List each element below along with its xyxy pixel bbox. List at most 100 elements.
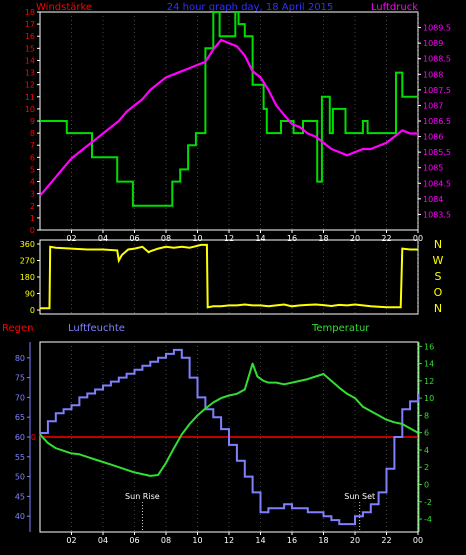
x-tick-label: 18 xyxy=(318,536,328,545)
x-tick-label: 00 xyxy=(413,536,423,545)
humidity-temperature-panel: 02 04 06 08 10 12 14 16 18 20 22 004045505560657075… xyxy=(15,342,434,545)
x-tick-label: 22 xyxy=(381,234,391,243)
y-right-tick-label: 1086.5 xyxy=(423,117,451,126)
pressure-axis-title: Luftdruck xyxy=(371,2,418,13)
x-tick-label: 06 xyxy=(129,234,139,243)
y-right-tick-label: 1084.5 xyxy=(423,179,451,188)
rain-axis-title: Regen xyxy=(2,323,34,334)
compass-label: S xyxy=(435,270,442,283)
x-tick-label: 02 xyxy=(66,234,76,243)
y-left-tick-label: 17 xyxy=(25,20,35,29)
temperature-tick-label: 8 xyxy=(424,411,429,420)
sun-marker-label: Sun Rise xyxy=(125,492,160,501)
temperature-tick-label: 14 xyxy=(424,360,434,369)
x-tick-label: 10 xyxy=(192,234,202,243)
temperature-line xyxy=(39,362,419,477)
x-tick-label: 20 xyxy=(350,536,360,545)
humidity-tick-label: 55 xyxy=(15,453,25,462)
x-tick-label: 20 xyxy=(350,234,360,243)
compass-label: W xyxy=(433,254,444,267)
y-tick-label: 180 xyxy=(20,273,35,282)
temperature-tick-label: 2 xyxy=(424,463,429,472)
compass-label: N xyxy=(434,302,442,315)
x-tick-label: 04 xyxy=(98,536,108,545)
y-right-tick-label: 1089 xyxy=(423,39,443,48)
x-tick-label: 14 xyxy=(255,234,265,243)
x-tick-label: 16 xyxy=(287,536,297,545)
y-right-tick-label: 1084 xyxy=(423,195,443,204)
temperature-tick-label: -2 xyxy=(424,498,432,507)
y-left-tick-label: 15 xyxy=(25,44,35,53)
y-tick-label: 270 xyxy=(20,257,35,266)
y-left-tick-label: 4 xyxy=(30,178,35,187)
y-left-tick-label: 14 xyxy=(25,56,35,65)
x-tick-label: 16 xyxy=(287,234,297,243)
x-tick-label: 06 xyxy=(129,536,139,545)
humidity-line xyxy=(40,348,419,526)
x-tick-label: 02 xyxy=(66,536,76,545)
wind-pressure-panel: 02 04 06 08 10 12 14 16 18 20 22 000123456789101112… xyxy=(25,8,451,243)
y-right-tick-label: 1088 xyxy=(423,70,443,79)
y-left-tick-label: 2 xyxy=(30,202,35,211)
y-tick-label: 360 xyxy=(20,240,35,249)
y-left-tick-label: 11 xyxy=(25,93,35,102)
y-left-tick-label: 16 xyxy=(25,32,35,41)
graph-title: 24 hour graph day, 18 April 2015 xyxy=(167,2,334,13)
y-left-tick-label: 8 xyxy=(30,129,35,138)
x-tick-label: 00 xyxy=(413,234,423,243)
temperature-tick-label: 4 xyxy=(424,446,429,455)
y-right-tick-label: 1088.5 xyxy=(423,55,451,64)
sun-marker-label: Sun Set xyxy=(344,492,375,501)
humidity-tick-label: 50 xyxy=(15,473,25,482)
temperature-tick-label: 12 xyxy=(424,377,434,386)
temperature-tick-label: 16 xyxy=(424,342,434,351)
temperature-axis-title: Temperatur xyxy=(311,323,370,334)
temperature-tick-label: 10 xyxy=(424,394,434,403)
y-left-tick-label: 1 xyxy=(30,214,35,223)
pressure-line xyxy=(39,38,418,197)
x-tick-label: 12 xyxy=(224,536,234,545)
y-right-tick-label: 1085 xyxy=(423,164,443,173)
compass-label: O xyxy=(434,286,443,299)
y-right-tick-label: 1083.5 xyxy=(423,210,451,219)
temperature-tick-label: 6 xyxy=(424,429,429,438)
wind-speed-line xyxy=(40,11,418,207)
humidity-tick-label: 40 xyxy=(15,512,25,521)
y-left-tick-label: 13 xyxy=(25,69,35,78)
humidity-axis-title: Luftfeuchte xyxy=(68,323,125,334)
wind-speed-axis-title: Windstärke xyxy=(36,2,92,13)
x-tick-label: 22 xyxy=(381,536,391,545)
temperature-tick-label: -4 xyxy=(424,515,432,524)
y-left-tick-label: 5 xyxy=(30,165,35,174)
y-left-tick-label: 9 xyxy=(30,117,35,126)
y-right-tick-label: 1087.5 xyxy=(423,86,451,95)
x-tick-label: 18 xyxy=(318,234,328,243)
y-left-tick-label: 3 xyxy=(30,190,35,199)
x-tick-label: 08 xyxy=(161,234,171,243)
y-left-tick-label: 7 xyxy=(30,141,35,150)
y-right-tick-label: 1085.5 xyxy=(423,148,451,157)
humidity-tick-label: 70 xyxy=(15,393,25,402)
humidity-tick-label: 75 xyxy=(15,374,25,383)
x-tick-label: 04 xyxy=(98,234,108,243)
y-tick-label: 90 xyxy=(25,290,35,299)
y-left-tick-label: 6 xyxy=(30,153,35,162)
humidity-tick-label: 80 xyxy=(15,354,25,363)
humidity-tick-label: 60 xyxy=(15,433,25,442)
x-tick-label: 14 xyxy=(255,536,265,545)
temperature-tick-label: 0 xyxy=(424,481,429,490)
x-tick-label: 10 xyxy=(192,536,202,545)
y-tick-label: 0 xyxy=(30,306,35,315)
y-left-tick-label: 0 xyxy=(30,226,35,235)
compass-label: N xyxy=(434,238,442,251)
y-left-tick-label: 18 xyxy=(25,8,35,17)
x-tick-label: 08 xyxy=(161,536,171,545)
humidity-tick-label: 45 xyxy=(15,492,25,501)
rain-value-label: 0 xyxy=(31,433,36,442)
y-right-tick-label: 1089.5 xyxy=(423,24,451,33)
humidity-tick-label: 65 xyxy=(15,413,25,422)
x-tick-label: 12 xyxy=(224,234,234,243)
